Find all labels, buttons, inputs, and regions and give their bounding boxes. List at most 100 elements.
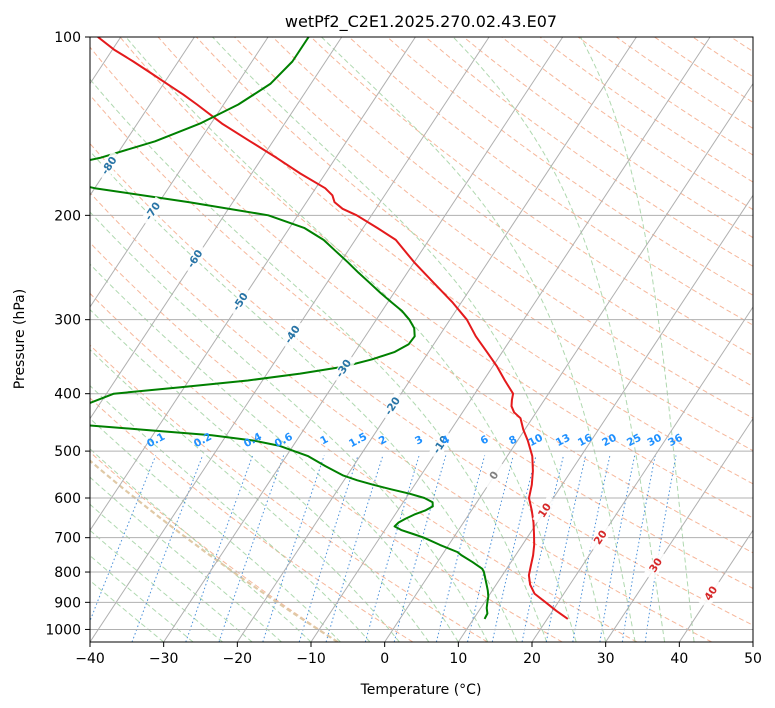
chart-title: wetPf2_C2E1.2025.270.02.43.E07 [285, 12, 557, 32]
mixing-ratio-line [364, 455, 420, 642]
dry-adiabat-line [195, 37, 753, 452]
isotherm-label-background [643, 550, 669, 581]
moist-adiabat-line [125, 37, 577, 642]
isotherm-label-background [280, 319, 306, 350]
isotherm-label-background [227, 286, 254, 317]
x-tick-label: −40 [75, 651, 105, 667]
dry-adiabat-line [272, 37, 753, 388]
mixing-ratio-line [325, 455, 384, 642]
y-tick-label: 200 [54, 208, 81, 224]
mixing-ratio-label: 3 [413, 433, 425, 447]
x-tick-label: 40 [670, 651, 688, 667]
dry-adiabat-line [692, 37, 753, 78]
moist-adiabat-line [90, 448, 312, 642]
isotherm-label-background [96, 150, 123, 181]
mixing-ratio-line [90, 455, 157, 623]
moist-adiabat-line [212, 37, 607, 642]
isotherm-line [90, 37, 195, 197]
isotherm-label-background [11, 58, 36, 88]
dry-adiabat-line [769, 37, 775, 642]
x-tick-label: 30 [597, 651, 615, 667]
temperature-profile-line [97, 37, 569, 620]
mixing-ratio-line [545, 455, 587, 642]
y-tick-label: 400 [54, 387, 81, 403]
moist-adiabat-line [90, 78, 548, 642]
isotherm-label-background [588, 522, 614, 553]
mixing-ratio-line [185, 455, 254, 642]
y-tick-label: 900 [54, 595, 81, 611]
y-tick-label: 600 [54, 491, 81, 507]
isotherm-line [310, 37, 711, 642]
isotherm-label-background [140, 196, 166, 227]
reference-adiabat-line [90, 459, 339, 642]
isotherm-label-background [481, 460, 508, 491]
y-tick-label: 1000 [45, 622, 81, 638]
isotherm-line [90, 37, 269, 308]
dry-adiabat-line [90, 292, 563, 642]
mixing-ratio-line [435, 455, 486, 642]
moist-adiabat-line [452, 37, 666, 642]
isotherm-line [752, 641, 753, 642]
mixing-ratio-label: 2 [377, 433, 389, 447]
isotherm-line [457, 194, 753, 642]
mixing-ratio-line [644, 455, 677, 642]
isotherm-label-background [331, 353, 357, 384]
mixing-ratio-label: 0.4 [242, 431, 264, 450]
mixing-ratio-line [218, 455, 285, 642]
dewpoint-profile-line [90, 37, 490, 620]
isotherm-label-background [428, 429, 454, 460]
mixing-ratio-line [262, 455, 325, 642]
x-axis-label: Temperature (°C) [360, 682, 482, 698]
mixing-ratio-line [491, 455, 537, 642]
x-tick-label: 10 [449, 651, 467, 667]
dry-adiabat-line [90, 397, 414, 642]
isotherm-label-background [57, 99, 82, 129]
dry-adiabat-line [310, 37, 753, 357]
mixing-ratio-label: 0.6 [273, 431, 295, 450]
dry-adiabat-line [119, 37, 753, 519]
isotherm-line [90, 37, 416, 532]
moist-adiabat-line [321, 37, 636, 642]
dry-adiabat-line [348, 37, 753, 326]
isotherm-line [163, 37, 564, 642]
isotherm-label-background [532, 495, 558, 526]
y-tick-label: 100 [54, 30, 81, 46]
isotherm-line [90, 37, 343, 420]
x-tick-label: −10 [296, 651, 326, 667]
mixing-ratio-label: 25 [625, 432, 644, 449]
moist-adiabat-line [90, 476, 282, 642]
mixing-ratio-label: 13 [554, 432, 573, 449]
moist-adiabat-line [90, 150, 518, 642]
isotherm-line [384, 82, 753, 642]
dry-adiabat-line [539, 37, 753, 183]
isotherm-label-background [182, 244, 209, 275]
moist-adiabat-line [580, 37, 695, 642]
dry-adiabat-line [577, 37, 753, 156]
isotherm-label-background [698, 578, 724, 609]
isotherm-label: -90 [60, 103, 80, 125]
dry-adiabat-line [463, 37, 753, 239]
x-tick-label: 50 [744, 651, 762, 667]
dry-adiabat-line [501, 37, 753, 211]
x-tick-label: 0 [380, 651, 389, 667]
y-axis-label: Pressure (hPa) [12, 289, 28, 389]
isotherm-line [531, 306, 753, 642]
y-tick-label: 700 [54, 531, 81, 547]
mixing-ratio-label: 16 [576, 432, 595, 449]
y-tick-label: 300 [54, 313, 81, 329]
x-tick-label: −30 [149, 651, 179, 667]
dry-adiabat-line [616, 37, 753, 130]
mixing-ratio-line [131, 455, 204, 642]
isotherm-line [236, 37, 637, 642]
mixing-ratio-label: 1 [318, 433, 330, 447]
moist-adiabat-line [90, 555, 194, 642]
mixing-ratio-label: 0.1 [145, 431, 167, 450]
isotherm-label: -100 [11, 59, 35, 88]
mixing-ratio-line [298, 455, 359, 642]
isotherm-label-background [380, 391, 406, 422]
mixing-ratio-line [393, 455, 447, 642]
x-tick-label: 20 [523, 651, 541, 667]
y-tick-label: 500 [54, 444, 81, 460]
x-tick-label: −20 [223, 651, 253, 667]
